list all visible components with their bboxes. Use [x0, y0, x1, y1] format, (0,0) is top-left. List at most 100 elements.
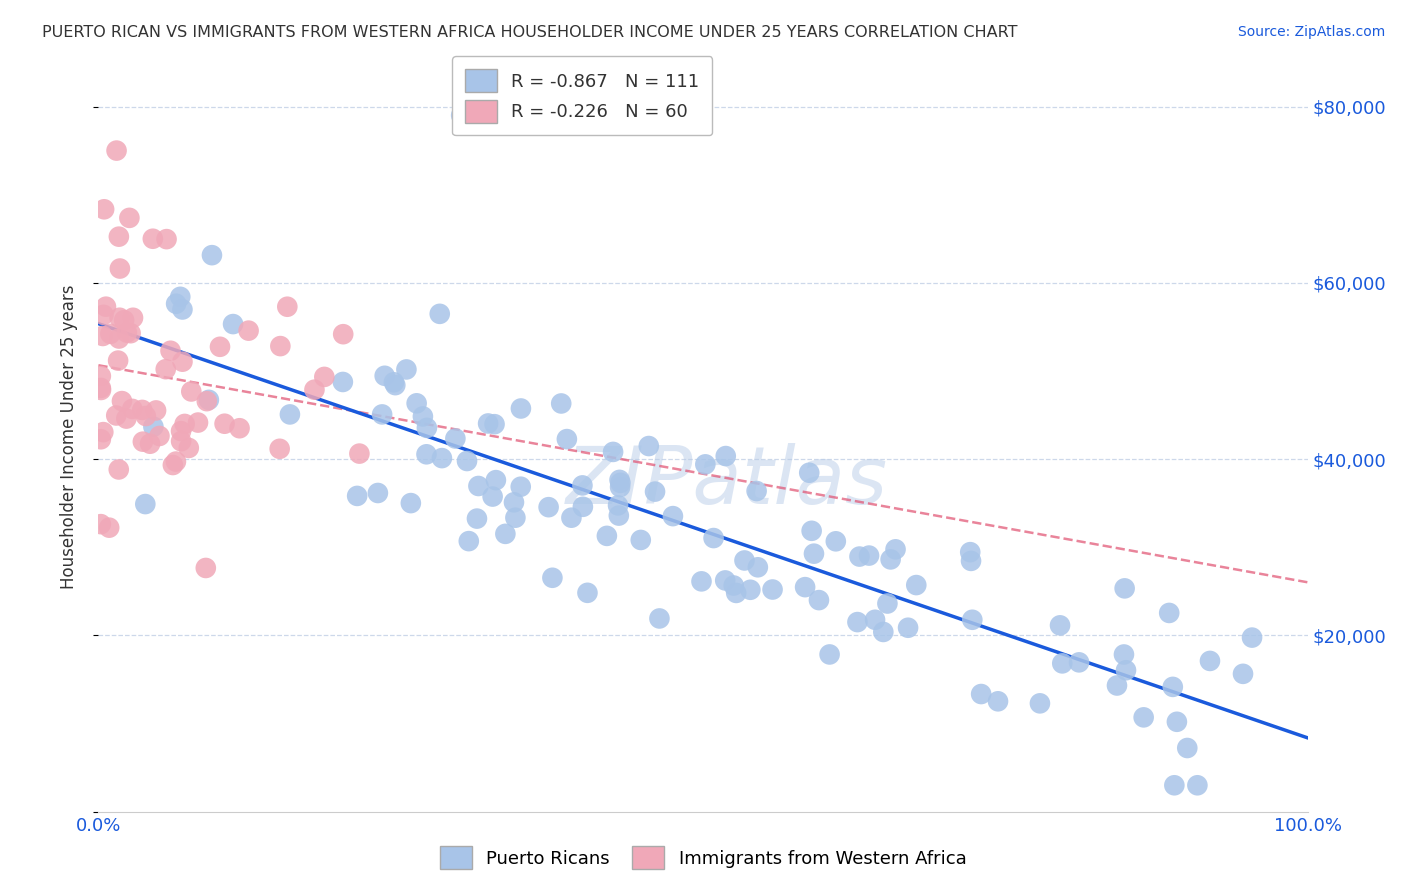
Point — [93, 202, 115, 217]
Point — [346, 489, 368, 503]
Point — [485, 473, 508, 487]
Point — [165, 454, 187, 468]
Point — [1240, 631, 1263, 645]
Point — [800, 524, 823, 538]
Point — [142, 419, 165, 434]
Point — [107, 353, 129, 368]
Point — [135, 409, 157, 423]
Point — [90, 383, 112, 397]
Point — [457, 534, 479, 549]
Point — [430, 451, 453, 466]
Point — [122, 310, 145, 325]
Point — [94, 300, 117, 314]
Point — [794, 580, 817, 594]
Point — [1232, 666, 1254, 681]
Point — [509, 401, 531, 416]
Point — [747, 560, 769, 574]
Point — [304, 383, 326, 397]
Point — [596, 529, 619, 543]
Point — [1049, 618, 1071, 632]
Point — [484, 417, 506, 432]
Point — [879, 552, 901, 566]
Point — [228, 421, 250, 435]
Point — [115, 326, 138, 340]
Point — [1132, 710, 1154, 724]
Point — [799, 466, 821, 480]
Point — [761, 582, 783, 597]
Point — [807, 593, 830, 607]
Point — [132, 434, 155, 449]
Point — [848, 549, 870, 564]
Point — [173, 417, 195, 431]
Point — [412, 409, 434, 424]
Point — [165, 297, 187, 311]
Point — [494, 526, 516, 541]
Point — [162, 458, 184, 472]
Point — [541, 571, 564, 585]
Point — [987, 694, 1010, 708]
Point — [214, 417, 236, 431]
Point — [703, 531, 725, 545]
Point — [1052, 657, 1074, 671]
Point — [172, 354, 194, 368]
Y-axis label: Householder Income Under 25 years: Householder Income Under 25 years — [59, 285, 77, 590]
Point — [108, 332, 131, 346]
Point — [238, 324, 260, 338]
Point — [576, 586, 599, 600]
Text: ZIPatlas: ZIPatlas — [567, 443, 889, 521]
Point — [172, 302, 194, 317]
Point — [1159, 606, 1181, 620]
Point — [155, 362, 177, 376]
Point — [415, 447, 437, 461]
Point — [1114, 582, 1136, 596]
Point — [723, 578, 745, 592]
Point — [269, 339, 291, 353]
Point — [105, 144, 128, 158]
Point — [180, 384, 202, 399]
Point — [105, 409, 128, 423]
Point — [555, 432, 578, 446]
Point — [740, 582, 762, 597]
Point — [1029, 697, 1052, 711]
Point — [131, 403, 153, 417]
Point — [1163, 778, 1185, 792]
Text: Source: ZipAtlas.com: Source: ZipAtlas.com — [1237, 25, 1385, 39]
Point — [609, 480, 631, 494]
Point — [139, 436, 162, 450]
Point — [503, 495, 526, 509]
Point — [602, 445, 624, 459]
Point — [690, 574, 713, 589]
Point — [112, 313, 135, 327]
Point — [107, 462, 129, 476]
Point — [1199, 654, 1222, 668]
Point — [863, 613, 886, 627]
Point — [90, 381, 112, 395]
Point — [332, 327, 354, 342]
Point — [456, 454, 478, 468]
Point — [382, 376, 405, 390]
Point — [897, 621, 920, 635]
Point — [195, 394, 218, 409]
Point — [145, 403, 167, 417]
Point — [177, 441, 200, 455]
Point — [399, 496, 422, 510]
Point — [467, 479, 489, 493]
Point — [276, 300, 298, 314]
Point — [314, 370, 336, 384]
Point — [725, 586, 748, 600]
Point — [609, 473, 631, 487]
Point — [349, 447, 371, 461]
Point — [405, 396, 427, 410]
Point — [187, 416, 209, 430]
Point — [367, 486, 389, 500]
Point — [90, 432, 112, 446]
Point — [121, 401, 143, 416]
Point — [803, 547, 825, 561]
Point — [959, 545, 981, 559]
Point — [572, 500, 595, 514]
Point — [90, 369, 112, 384]
Point — [465, 511, 488, 525]
Point — [371, 408, 394, 422]
Point — [509, 480, 531, 494]
Point — [1115, 663, 1137, 677]
